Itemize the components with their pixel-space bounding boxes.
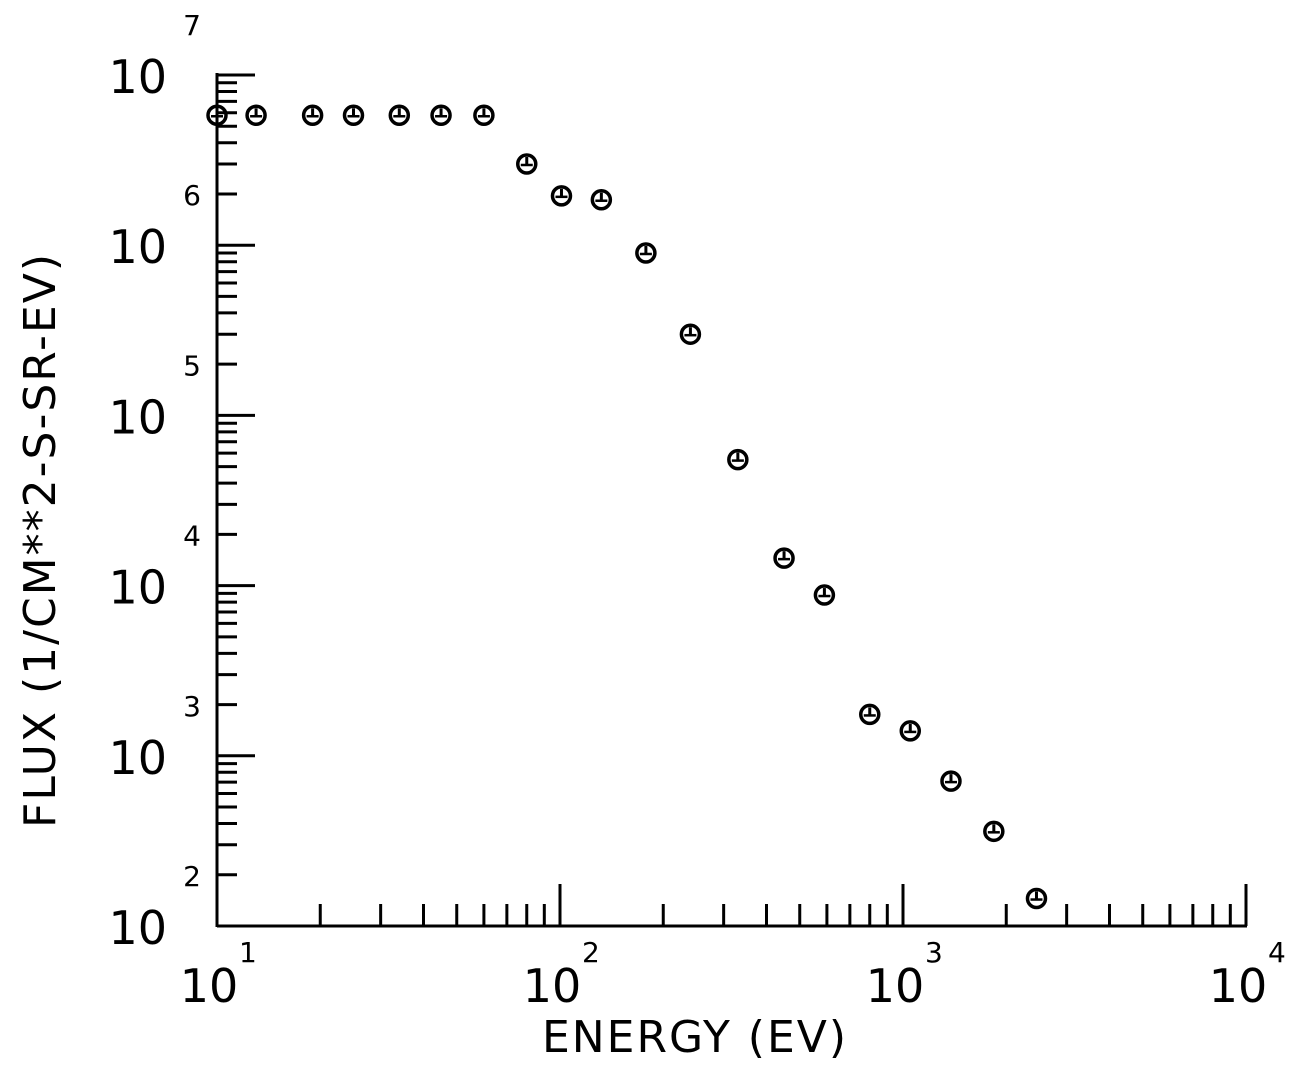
data-point-circle (773, 547, 795, 569)
data-point-circle (859, 703, 881, 726)
data-point (679, 323, 702, 345)
y-tick-label-base: 10 (108, 50, 167, 104)
data-point (301, 104, 324, 127)
data-point-circle (635, 242, 657, 264)
y-tick-label-exp: 3 (183, 690, 201, 723)
x-tick-label-base: 10 (523, 959, 582, 1013)
data-point (1025, 887, 1048, 910)
y-tick-label-exp: 7 (183, 9, 201, 42)
data-point (473, 104, 495, 127)
data-point (773, 547, 795, 569)
x-tick-label-base: 10 (1209, 959, 1268, 1013)
data-points (206, 104, 1048, 910)
data-point-circle (1025, 887, 1048, 910)
data-point-circle (679, 323, 702, 345)
x-tick-label-base: 10 (180, 959, 239, 1013)
data-point (516, 153, 538, 175)
data-point-circle (206, 104, 228, 127)
y-tick-label-exp: 5 (183, 349, 201, 382)
x-tick-label-exp: 4 (1268, 936, 1286, 969)
y-tick-label-exp: 2 (183, 860, 201, 893)
data-point-circle (388, 104, 411, 127)
data-point (342, 104, 365, 127)
data-point (899, 720, 922, 742)
y-tick-label-exp: 4 (183, 520, 201, 553)
x-tick-label-base: 10 (866, 959, 925, 1013)
x-axis-title: ENERGY (EV) (542, 1012, 848, 1062)
data-point (245, 104, 267, 127)
data-point-circle (245, 104, 267, 127)
y-tick-label-base: 10 (108, 561, 167, 615)
y-tick-label-base: 10 (108, 390, 167, 444)
x-tick-label-exp: 1 (239, 936, 257, 969)
data-point (635, 242, 657, 264)
data-point-circle (430, 104, 452, 127)
data-point-circle (899, 720, 922, 742)
data-point (388, 104, 411, 127)
data-point-circle (983, 820, 1005, 843)
data-point (983, 820, 1005, 843)
x-tick-label-exp: 2 (582, 936, 600, 969)
y-axis-title: FLUX (1/CM**2-S-SR-EV) (15, 252, 66, 828)
data-point-circle (342, 104, 365, 127)
data-point-circle (727, 448, 749, 471)
data-point-circle (516, 153, 538, 175)
data-point (206, 104, 228, 127)
axes (215, 73, 1247, 928)
data-point-circle (301, 104, 324, 127)
x-tick-label-exp: 3 (925, 936, 943, 969)
data-point-circle (550, 185, 573, 207)
y-tick-label-base: 10 (108, 220, 167, 274)
data-point (430, 104, 452, 127)
y-tick-label-base: 10 (108, 731, 167, 785)
data-point (813, 584, 836, 606)
data-point (590, 188, 613, 211)
data-point-circle (590, 188, 613, 211)
ticks (215, 73, 1248, 928)
data-point (940, 770, 962, 792)
y-tick-label-exp: 6 (183, 179, 201, 212)
data-point-circle (940, 770, 962, 792)
data-point-circle (473, 104, 495, 127)
data-point (727, 448, 749, 471)
data-point-circle (813, 584, 836, 606)
data-point (859, 703, 881, 726)
data-point (550, 185, 573, 207)
y-tick-label-base: 10 (108, 901, 167, 955)
